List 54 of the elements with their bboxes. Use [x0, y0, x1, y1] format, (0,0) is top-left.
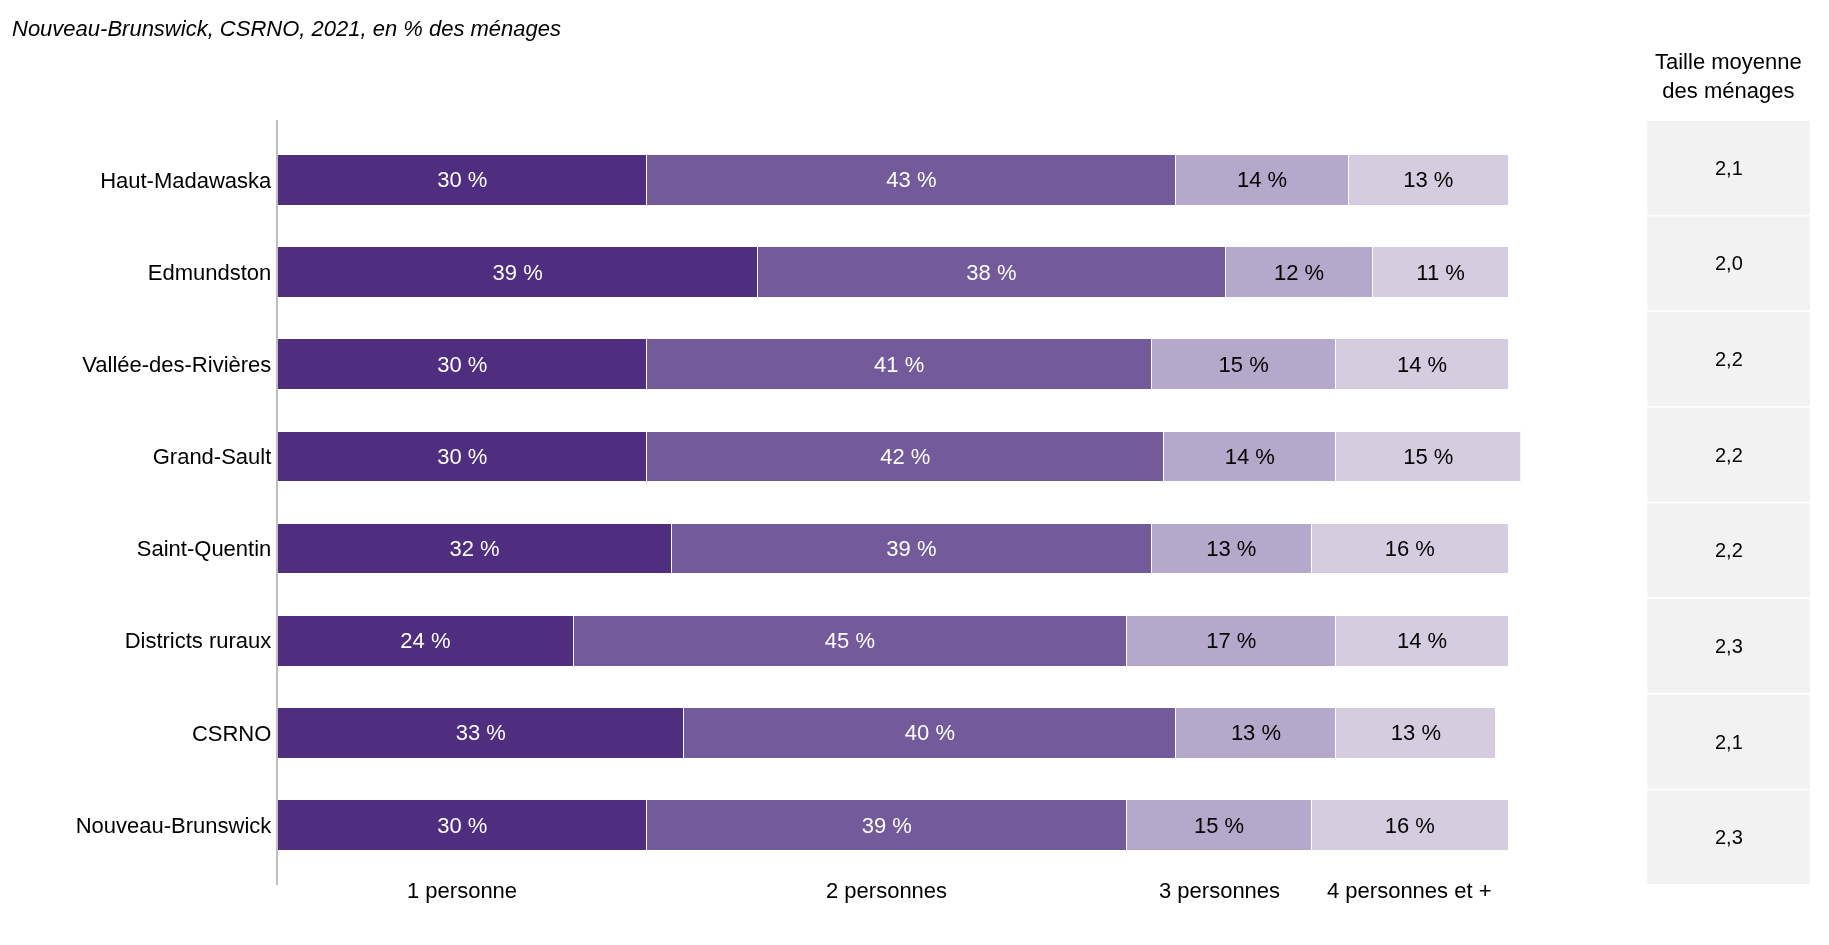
- data-label: 13 %: [1206, 536, 1257, 562]
- data-label: 41 %: [874, 351, 925, 377]
- data-label: 24 %: [400, 628, 451, 654]
- data-label: 30 %: [437, 167, 488, 193]
- y-tick-label: Haut-Madawaska: [100, 167, 273, 193]
- data-label: 12 %: [1273, 259, 1325, 285]
- data-label: 42 %: [880, 443, 931, 469]
- data-label: 32 %: [449, 536, 500, 562]
- data-label: 30 %: [437, 812, 488, 838]
- text: 2,0: [1715, 252, 1743, 274]
- text: 2,2: [1715, 444, 1743, 466]
- data-label: 45 %: [824, 628, 875, 654]
- data-label: 11 %: [1416, 259, 1465, 285]
- text: 2,3: [1715, 826, 1743, 848]
- data-label: 14 %: [1224, 443, 1275, 469]
- series-label: 4 personnes et +: [1327, 878, 1492, 903]
- data-label: 15 %: [1218, 351, 1269, 377]
- data-label: 16 %: [1384, 812, 1435, 838]
- y-tick-label: Vallée-des-Rivières: [82, 351, 272, 377]
- data-label: 15 %: [1193, 812, 1245, 838]
- y-tick-label: Edmundston: [147, 259, 272, 285]
- data-label: 43 %: [886, 167, 937, 193]
- y-tick-label: Grand-Sault: [152, 444, 272, 470]
- data-label: 14 %: [1237, 167, 1288, 193]
- y-tick-label: Saint-Quentin: [136, 536, 272, 562]
- text: Taille moyenne des ménages: [1655, 49, 1802, 103]
- text: 2,2: [1715, 539, 1743, 561]
- data-label: 15 %: [1403, 443, 1454, 469]
- data-label: 30 %: [437, 351, 488, 377]
- data-label: 13 %: [1230, 720, 1282, 746]
- data-label: 40 %: [904, 720, 955, 746]
- data-label: 14 %: [1397, 628, 1448, 654]
- data-label: 38 %: [966, 259, 1017, 285]
- y-tick-label: Districts ruraux: [124, 628, 272, 654]
- data-label: 39 %: [861, 812, 912, 838]
- data-label: 30 %: [437, 443, 488, 469]
- data-label: 39 %: [886, 536, 937, 562]
- series-label: 2 personnes: [826, 878, 948, 903]
- data-label: 16 %: [1384, 536, 1435, 562]
- text: 2,3: [1715, 635, 1743, 657]
- data-label: 13 %: [1403, 167, 1454, 193]
- series-label: 1 personne: [407, 878, 518, 903]
- data-label: 39 %: [492, 259, 543, 285]
- chart-subtitle: Nouveau-Brunswick, CSRNO, 2021, en % des ménages: [12, 16, 562, 41]
- data-label: 17 %: [1206, 628, 1257, 654]
- y-tick-label: CSRNO: [191, 720, 272, 746]
- text: 2,2: [1715, 348, 1743, 370]
- series-label: 3 personnes: [1159, 878, 1281, 903]
- text: 2,1: [1715, 157, 1743, 179]
- data-label: 13 %: [1390, 720, 1441, 746]
- data-label: 14 %: [1397, 351, 1448, 377]
- y-tick-label: Nouveau-Brunswick: [75, 812, 273, 838]
- data-label: 33 %: [455, 720, 506, 746]
- text: 2,1: [1715, 731, 1743, 753]
